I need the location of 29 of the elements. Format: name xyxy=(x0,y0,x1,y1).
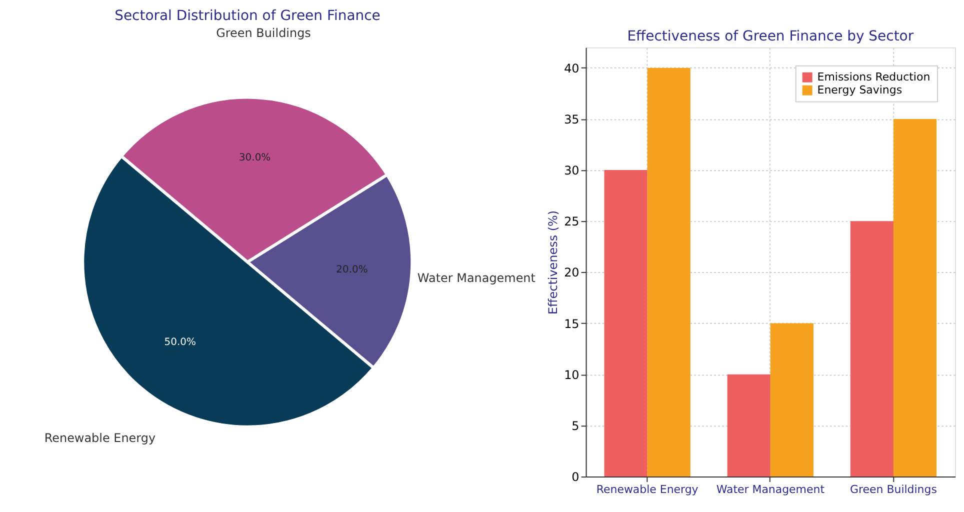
slice-label: Renewable Energy xyxy=(44,430,156,445)
bar xyxy=(893,118,937,477)
chart-title: Effectiveness of Green Finance by Sector xyxy=(627,28,914,44)
y-tick-label: 5 xyxy=(572,418,580,433)
data-label: 50.0% xyxy=(164,337,196,348)
bar xyxy=(850,221,894,477)
y-tick-label: 10 xyxy=(564,368,580,382)
y-axis-title: Effectiveness (%) xyxy=(546,210,560,315)
y-tick-label: 35 xyxy=(564,112,580,126)
y-tick-label: 40 xyxy=(564,61,580,76)
data-label: 20.0% xyxy=(336,264,368,276)
bar xyxy=(770,323,814,477)
bar xyxy=(604,170,648,477)
x-tick-label: Water Management xyxy=(716,483,826,496)
y-tick-label: 0 xyxy=(572,470,580,484)
chart-title: Sectoral Distribution of Green Finance xyxy=(114,8,380,24)
x-tick-label: Green Buildings xyxy=(850,483,938,496)
legend-label: Emissions Reduction xyxy=(817,70,930,84)
legend-label: Energy Savings xyxy=(817,83,902,96)
y-tick-label: 30 xyxy=(564,164,580,178)
slice-label: Green Buildings xyxy=(216,26,311,40)
y-tick-label: 15 xyxy=(564,316,580,331)
y-tick-label: 20 xyxy=(564,266,580,280)
bar xyxy=(647,68,690,477)
bar xyxy=(727,374,770,477)
y-tick-label: 25 xyxy=(564,214,580,229)
data-label: 30.0% xyxy=(238,152,271,164)
x-tick-label: Renewable Energy xyxy=(596,483,699,496)
slice-label: Water Management xyxy=(417,270,536,285)
